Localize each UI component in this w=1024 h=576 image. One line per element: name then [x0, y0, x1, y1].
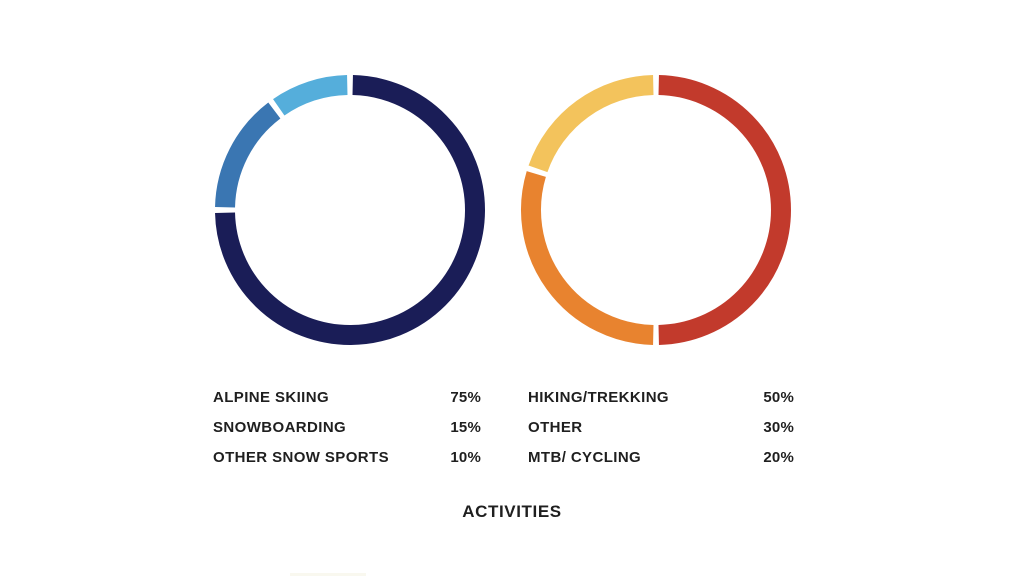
- legend-row: MTB/ CYCLING 20%: [528, 443, 794, 473]
- legend-row: HIKING/TREKKING 50%: [528, 383, 794, 413]
- legend-label: MTB/ CYCLING: [528, 449, 642, 466]
- legend-value: 50%: [763, 389, 794, 406]
- donut-segment-other-snow-sports: [273, 75, 348, 116]
- legend-label: ALPINE SKIING: [213, 389, 330, 406]
- legend-row: OTHER SNOW SPORTS 10%: [213, 443, 481, 473]
- legend-label: HIKING/TREKKING: [528, 389, 669, 406]
- donut-chart-summer-activities: [521, 75, 791, 345]
- legend-row: ALPINE SKIING 75%: [213, 383, 481, 413]
- legend-value: 10%: [450, 449, 481, 466]
- donut-segment-alpine-skiing: [215, 75, 485, 345]
- legend-value: 15%: [450, 419, 481, 436]
- donut-segment-snowboarding: [215, 102, 281, 208]
- legend-value: 30%: [763, 419, 794, 436]
- legend-label: OTHER: [528, 419, 583, 436]
- legend-snow-activities: ALPINE SKIING 75% SNOWBOARDING 15% OTHER…: [213, 383, 481, 473]
- legend-value: 20%: [763, 449, 794, 466]
- bottom-edge-artifact: [290, 573, 366, 576]
- legend-row: SNOWBOARDING 15%: [213, 413, 481, 443]
- legend-label: SNOWBOARDING: [213, 419, 347, 436]
- legend-row: OTHER 30%: [528, 413, 794, 443]
- donut-segment-other: [521, 171, 654, 345]
- donut-chart-snow-activities: [215, 75, 485, 345]
- donut-segment-mtb-cycling: [528, 75, 654, 173]
- chart-title: ACTIVITIES: [462, 502, 562, 521]
- legend-value: 75%: [450, 389, 481, 406]
- donut-segment-hiking-trekking: [658, 75, 791, 345]
- legend-label: OTHER SNOW SPORTS: [213, 449, 389, 466]
- legend-summer-activities: HIKING/TREKKING 50% OTHER 30% MTB/ CYCLI…: [528, 383, 794, 473]
